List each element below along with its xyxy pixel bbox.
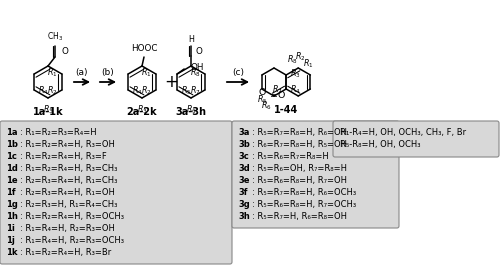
Text: : R₁=R₂=R₄=H, R₃=CH₃: : R₁=R₂=R₄=H, R₃=CH₃	[20, 164, 117, 173]
Text: (c): (c)	[232, 68, 244, 77]
Text: 3a: 3a	[238, 128, 250, 137]
Text: 1i: 1i	[6, 224, 15, 233]
Text: $R_4$: $R_4$	[38, 85, 49, 97]
Text: 3e: 3e	[238, 176, 250, 185]
Text: O: O	[258, 88, 266, 97]
Text: =O: =O	[270, 91, 285, 100]
Text: $R_8$: $R_8$	[287, 54, 298, 66]
Text: $R_3$: $R_3$	[136, 103, 147, 116]
Text: $R_5$: $R_5$	[256, 94, 267, 106]
Text: : R₅=R₆=R₇=R₈=H: : R₅=R₆=R₇=R₈=H	[252, 152, 329, 161]
Text: R₅-R₈=H, OH, OCH₃: R₅-R₈=H, OH, OCH₃	[340, 140, 420, 149]
Text: 3c: 3c	[238, 152, 249, 161]
Text: $R_6$: $R_6$	[186, 103, 196, 116]
Text: R₁-R₄=H, OH, OCH₃, CH₃, F, Br: R₁-R₄=H, OH, OCH₃, CH₃, F, Br	[340, 128, 466, 137]
Text: 3b: 3b	[238, 140, 250, 149]
Text: : R₂=R₃=H, R₁=R₄=CH₃: : R₂=R₃=H, R₁=R₄=CH₃	[20, 200, 117, 209]
Text: : R₁=R₂=R₄=H, R₃=F: : R₁=R₂=R₄=H, R₃=F	[20, 152, 107, 161]
Text: $R_2$: $R_2$	[142, 85, 152, 97]
Text: $R_4$: $R_4$	[290, 84, 301, 96]
Text: : R₂=R₃=R₄=H, R₁=OH: : R₂=R₃=R₄=H, R₁=OH	[20, 188, 115, 197]
Text: $R_7$: $R_7$	[272, 84, 283, 96]
FancyBboxPatch shape	[0, 121, 232, 264]
Text: $R_2$: $R_2$	[48, 85, 58, 97]
Text: 1d: 1d	[6, 164, 18, 173]
Text: : R₁=R₄=H, R₂=R₃=OCH₃: : R₁=R₄=H, R₂=R₃=OCH₃	[20, 236, 124, 245]
Text: : R₁=R₂=R₄=H, R₃=OCH₃: : R₁=R₂=R₄=H, R₃=OCH₃	[20, 212, 124, 221]
Text: 2a-2k: 2a-2k	[126, 107, 158, 117]
Text: : R₅=R₇=R₈=H, R₆=OH: : R₅=R₇=R₈=H, R₆=OH	[252, 128, 347, 137]
Text: O: O	[196, 47, 203, 55]
FancyBboxPatch shape	[232, 121, 399, 228]
Text: 1c: 1c	[6, 152, 17, 161]
Text: 1b: 1b	[6, 140, 18, 149]
Text: (b): (b)	[102, 68, 114, 77]
Text: : R₁=R₂=R₃=R₄=H: : R₁=R₂=R₃=R₄=H	[20, 128, 96, 137]
Text: (a): (a)	[76, 68, 88, 77]
FancyBboxPatch shape	[333, 121, 499, 157]
Text: HOOC: HOOC	[131, 44, 157, 53]
Text: 1j: 1j	[6, 236, 15, 245]
Text: 1e: 1e	[6, 176, 18, 185]
Text: : R₅=R₆=OH, R₇=R₈=H: : R₅=R₆=OH, R₇=R₈=H	[252, 164, 347, 173]
Text: : R₂=R₃=R₄=H, R₁=CH₃: : R₂=R₃=R₄=H, R₁=CH₃	[20, 176, 117, 185]
Text: H: H	[188, 35, 194, 44]
Text: OH: OH	[190, 63, 203, 71]
Text: : R₁=R₂=R₄=H, R₃=OH: : R₁=R₂=R₄=H, R₃=OH	[20, 140, 115, 149]
Text: 3a-3h: 3a-3h	[176, 107, 206, 117]
Text: 1a-1k: 1a-1k	[32, 107, 64, 117]
Text: $R_1$: $R_1$	[141, 67, 152, 79]
Text: : R₅=R₆=R₈=H, R₇=OCH₃: : R₅=R₆=R₈=H, R₇=OCH₃	[252, 200, 356, 209]
Text: 3d: 3d	[238, 164, 250, 173]
Text: $R_4$: $R_4$	[132, 85, 143, 97]
Text: 3h: 3h	[238, 212, 250, 221]
Text: : R₆=R₇=R₈=H, R₅=OH: : R₆=R₇=R₈=H, R₅=OH	[252, 140, 347, 149]
Text: 1h: 1h	[6, 212, 18, 221]
Text: $R_6$: $R_6$	[262, 100, 272, 112]
Text: $R_2$: $R_2$	[295, 50, 306, 63]
Text: 1k: 1k	[6, 248, 18, 257]
Text: 3g: 3g	[238, 200, 250, 209]
Text: 1g: 1g	[6, 200, 18, 209]
Text: : R₁=R₄=H, R₂=R₃=OH: : R₁=R₄=H, R₂=R₃=OH	[20, 224, 115, 233]
Text: $R_7$: $R_7$	[190, 85, 201, 97]
Text: 1f: 1f	[6, 188, 16, 197]
Text: : R₅=R₇=R₈=H, R₆=OCH₃: : R₅=R₇=R₈=H, R₆=OCH₃	[252, 188, 356, 197]
Text: $R_3$: $R_3$	[290, 68, 301, 80]
Text: $R_8$: $R_8$	[190, 67, 201, 79]
Text: 1a: 1a	[6, 128, 18, 137]
Text: $R_5$: $R_5$	[181, 85, 192, 97]
Text: $R_3$: $R_3$	[42, 103, 54, 116]
Text: CH$_3$: CH$_3$	[47, 30, 63, 43]
Text: O: O	[61, 47, 68, 57]
Text: 3f: 3f	[238, 188, 248, 197]
Text: : R₁=R₂=R₄=H, R₃=Br: : R₁=R₂=R₄=H, R₃=Br	[20, 248, 111, 257]
Text: $R_1$: $R_1$	[47, 67, 58, 79]
Text: +: +	[164, 73, 178, 91]
Text: : R₅=R₆=R₈=H, R₇=OH: : R₅=R₆=R₈=H, R₇=OH	[252, 176, 347, 185]
Text: 1-44: 1-44	[274, 105, 298, 115]
Text: : R₅=R₇=H, R₆=R₈=OH: : R₅=R₇=H, R₆=R₈=OH	[252, 212, 347, 221]
Text: $R_1$: $R_1$	[303, 58, 314, 70]
